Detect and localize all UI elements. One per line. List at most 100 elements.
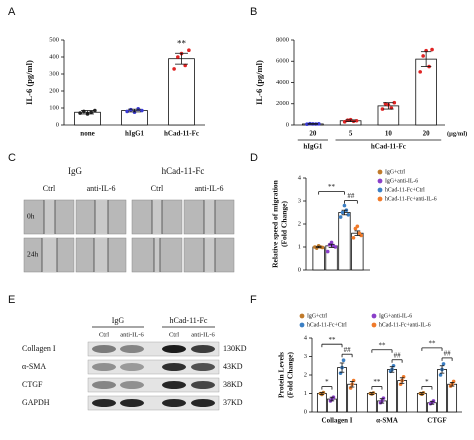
wound-area [154, 238, 160, 272]
legend-label: hCad-11-Fc+Ctrl [307, 322, 347, 328]
wound-area [95, 200, 108, 234]
blot-band [120, 345, 144, 353]
y-tick-label: 0 [298, 266, 301, 273]
blot-band [191, 381, 215, 389]
legend-marker [371, 313, 377, 319]
y-tick-label: 3 [304, 353, 307, 360]
row-label: 0h [27, 212, 35, 221]
wound-area [204, 200, 215, 234]
group-header: hCad-11-Fc [170, 316, 208, 325]
blot-strip [87, 341, 220, 357]
x-tick-label: 20 [309, 130, 317, 138]
data-point [320, 245, 325, 250]
data-point [78, 111, 82, 115]
wound-area [44, 200, 55, 234]
unit-label: (μg/ml) [447, 130, 467, 137]
blot-band [191, 345, 215, 353]
y-tick-label: 4 [304, 334, 308, 341]
y-tick-label: 200 [49, 87, 59, 94]
significance: * [325, 378, 329, 386]
legend-label: IgG+anti-IL-6 [379, 313, 412, 319]
x-tick-label: 10 [385, 130, 393, 138]
blot-band [120, 363, 144, 371]
wound-area [204, 238, 215, 272]
data-point [89, 110, 93, 115]
y-tick-label: 6000 [276, 58, 289, 65]
panel-label: E [8, 294, 15, 306]
y-axis-label: Relative speed of migration [271, 179, 280, 268]
y-axis-label: (Fold Change) [286, 351, 295, 398]
blot-band [92, 363, 116, 371]
data-point [418, 70, 422, 74]
blot-band [92, 399, 116, 407]
wound-area [42, 238, 57, 272]
group-label: hIgG1 [303, 143, 323, 151]
panel-label: B [250, 6, 257, 18]
bar [325, 245, 338, 271]
group-header: hCad-11-Fc [162, 166, 205, 176]
blot-band [162, 345, 186, 353]
data-point [317, 122, 321, 126]
y-tick-label: 2 [304, 371, 307, 378]
bar [366, 393, 377, 413]
y-tick-label: 2000 [276, 100, 289, 107]
column-header: anti-IL-6 [120, 331, 144, 338]
y-tick-label: 4 [298, 174, 302, 181]
column-header: Ctrl [99, 331, 109, 338]
data-point [421, 54, 425, 58]
size-label: 43KD [223, 362, 243, 371]
y-axis-label: Protein Levels [277, 352, 286, 398]
data-point [172, 67, 176, 71]
blot-band [191, 363, 215, 371]
blot-band [92, 381, 116, 389]
significance: ## [347, 192, 355, 200]
blot-band [120, 381, 144, 389]
panel-label: A [8, 6, 16, 18]
legend-label: hCad-11-Fc+anti-IL-6 [379, 322, 431, 328]
y-axis-label: (Fold Change) [280, 200, 289, 247]
row-label: Collagen I [22, 344, 56, 353]
legend-marker [299, 322, 305, 328]
column-header: Ctrl [43, 184, 56, 193]
data-point [392, 100, 397, 105]
data-point [329, 240, 334, 245]
blot-band [162, 363, 186, 371]
significance: ** [428, 340, 436, 348]
data-point [125, 109, 129, 114]
blot-strip [87, 395, 220, 411]
y-tick-label: 0 [56, 121, 59, 128]
y-tick-label: 1 [298, 243, 301, 250]
column-header: Ctrl [151, 184, 164, 193]
row-label: 24h [27, 250, 39, 259]
y-tick-label: 300 [49, 70, 59, 77]
data-point [380, 107, 385, 111]
x-tick-label: hIgG1 [125, 130, 145, 138]
data-point [183, 63, 187, 68]
data-point [333, 245, 338, 249]
panel-label: F [250, 294, 257, 306]
significance: ** [373, 378, 381, 386]
blot-band [162, 381, 186, 389]
legend-marker [377, 187, 383, 193]
row-label: α-SMA [22, 362, 46, 371]
legend-marker [377, 169, 383, 175]
size-label: 38KD [223, 380, 243, 389]
data-point [355, 224, 360, 229]
data-point [354, 118, 359, 123]
data-point [441, 362, 446, 366]
bar [387, 369, 397, 413]
row-label: CTGF [22, 380, 43, 389]
y-tick-label: 0 [286, 121, 289, 128]
row-label: GAPDH [22, 398, 50, 407]
data-point [351, 236, 356, 240]
data-point [176, 55, 180, 59]
bar [416, 393, 427, 413]
blot-band [92, 345, 116, 353]
bar [316, 393, 327, 413]
bar [415, 58, 437, 126]
panel-label: C [8, 152, 16, 164]
y-tick-label: 2 [298, 220, 301, 227]
bar [337, 367, 347, 413]
y-tick-label: 4000 [276, 79, 289, 86]
